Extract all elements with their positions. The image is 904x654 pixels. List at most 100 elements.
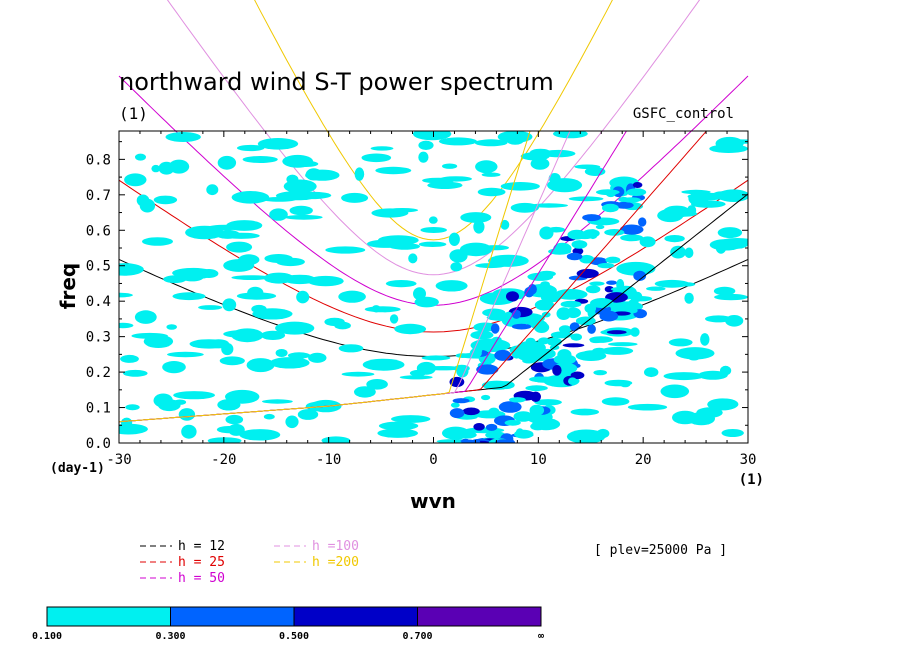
- contour-patch-strong: [558, 325, 572, 334]
- contour-patch-strong: [498, 401, 522, 413]
- x-tick-label: -20: [211, 452, 236, 468]
- legend-label: h = 12: [178, 539, 225, 554]
- contour-patch-strong: [570, 371, 585, 380]
- contour-patch: [178, 408, 196, 421]
- contour-patch-strong: [509, 345, 526, 355]
- contour-patch-strong: [449, 439, 462, 443]
- contour-patch: [260, 330, 286, 340]
- contour-patch-strong: [569, 322, 580, 332]
- contour-patch: [162, 361, 186, 374]
- contour-patch: [506, 136, 524, 145]
- contour-patch: [681, 189, 711, 195]
- contour-patch-strong: [473, 423, 485, 431]
- legend-label: h = 50: [178, 571, 225, 586]
- contour-patch: [413, 287, 426, 301]
- colorbar-label: 0.300: [155, 631, 185, 642]
- contour-patch: [566, 429, 606, 443]
- contour-patch: [125, 404, 140, 411]
- contour-patch: [375, 166, 412, 175]
- contour-patch-strong: [540, 281, 550, 288]
- contour-patch-strong: [630, 296, 653, 302]
- contour-patch: [421, 355, 451, 361]
- contour-patch-strong: [485, 423, 498, 431]
- contour-patch-strong: [452, 398, 470, 404]
- y-tick-label: 0.3: [86, 330, 111, 346]
- contour-patch: [134, 310, 157, 324]
- colorbar-box: [46, 606, 171, 627]
- contour-patch-strong: [638, 217, 647, 227]
- contour-patch: [428, 216, 438, 224]
- contour-patch: [225, 414, 244, 425]
- contour-patch: [488, 254, 529, 267]
- contour-patch: [500, 219, 510, 230]
- contour-patch: [530, 422, 546, 431]
- contour-patch: [385, 280, 417, 288]
- contour-patch: [308, 352, 327, 363]
- colorbar: 0.100 0.300 0.500 0.700 ∞: [32, 606, 544, 642]
- contour-patch: [207, 437, 242, 443]
- contour-patch: [189, 339, 229, 349]
- contour-patch: [459, 242, 493, 257]
- contour-patch: [422, 177, 455, 184]
- contour-patch-strong: [570, 333, 582, 341]
- contour-patch: [341, 192, 369, 203]
- contour-patch: [670, 245, 686, 259]
- contour-patch: [500, 182, 540, 191]
- contour-patch: [231, 328, 264, 343]
- contour-patch: [222, 298, 237, 312]
- contour-patch: [720, 365, 732, 376]
- contour-patch: [338, 290, 366, 303]
- contour-patch-strong: [605, 189, 616, 198]
- contour-patch: [687, 412, 716, 426]
- contour-patch: [675, 347, 715, 360]
- contour-patch: [242, 156, 278, 163]
- contour-patch: [541, 149, 576, 158]
- contour-patch-strong: [571, 240, 588, 249]
- contour-patch: [370, 146, 394, 151]
- contour-patch: [725, 315, 744, 327]
- y-axis-label: freq: [56, 263, 80, 309]
- contour-patch-strong: [446, 429, 469, 435]
- contour-patch: [158, 161, 175, 175]
- contour-patch-strong: [488, 407, 500, 416]
- contour-patch: [684, 292, 694, 304]
- contour-patch: [485, 431, 506, 439]
- contour-patch-strong: [588, 229, 598, 240]
- contour-patch: [222, 232, 260, 239]
- contour-patch: [324, 317, 345, 327]
- contour-patch: [172, 292, 206, 301]
- contour-patch-strong: [589, 281, 605, 286]
- contour-patch: [460, 212, 492, 223]
- contour-patch-strong: [546, 337, 562, 347]
- dispersion-curve-h25: [118, 179, 749, 333]
- contour-patch: [418, 140, 434, 150]
- contour-patch: [262, 399, 293, 404]
- chart-title: northward wind S-T power spectrum: [119, 68, 554, 96]
- contour-patch-strong: [627, 308, 638, 314]
- contour-patch-strong: [602, 203, 619, 213]
- contour-patch: [534, 399, 562, 406]
- contour-patch: [547, 226, 565, 233]
- dispersion-curve-h200: [254, 0, 613, 241]
- chart-subtitle-right: GSFC_control: [633, 106, 734, 122]
- contour-patch: [231, 191, 270, 204]
- contour-patch: [691, 200, 726, 208]
- contour-patch: [198, 305, 223, 310]
- contour-patch: [709, 144, 748, 153]
- contour-patch: [420, 227, 448, 233]
- contour-patch: [630, 327, 640, 337]
- contour-patch: [711, 191, 734, 200]
- y-tick-label: 0.2: [86, 365, 111, 381]
- y-tick-label: 0.1: [86, 401, 111, 417]
- contour-patch: [442, 163, 458, 169]
- contour-patch-strong: [620, 234, 644, 242]
- contour-patch-strong: [595, 224, 605, 230]
- dispersion-curve-h100: [166, 0, 701, 276]
- contour-patch-strong: [511, 323, 532, 330]
- power-contours: [119, 131, 748, 443]
- contour-patch-strong: [449, 408, 465, 419]
- x-axis-unit: (1): [739, 472, 764, 488]
- contour-patch-strong: [584, 303, 597, 314]
- contour-patch-strong: [579, 254, 594, 264]
